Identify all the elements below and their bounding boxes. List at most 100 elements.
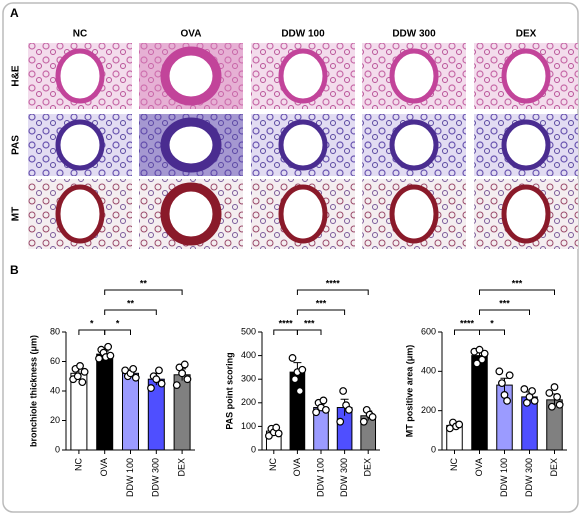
x-tick-label: DDW 300 [339, 458, 349, 497]
y-tick-label: 80 [50, 326, 60, 336]
significance-bracket [296, 329, 322, 335]
significance-label: ** [140, 278, 148, 288]
data-point [288, 354, 297, 362]
x-tick-label: DDW 300 [524, 458, 534, 497]
data-point [147, 384, 155, 392]
significance-bracket [296, 289, 369, 295]
significance-label: * [116, 318, 120, 328]
x-tick-label: DDW 100 [315, 458, 325, 497]
data-point [545, 389, 554, 397]
y-tick-label: 40 [50, 385, 60, 395]
bronchiole [160, 182, 222, 246]
data-point [555, 400, 564, 409]
data-point [359, 417, 368, 426]
x-tick-label: OVA [474, 458, 484, 476]
bronchiole [55, 184, 105, 244]
bronchiole [278, 48, 328, 104]
bronchiole [160, 46, 222, 106]
y-tick-label: 60 [50, 356, 60, 366]
significance-bracket [479, 289, 555, 295]
data-point [498, 379, 506, 388]
data-point [178, 369, 187, 378]
bronchiole [389, 119, 439, 171]
data-point [180, 360, 189, 369]
data-point [339, 387, 348, 395]
data-point [172, 381, 181, 390]
y-tick-label: 0 [251, 444, 256, 454]
x-tick-label: DEX [176, 458, 186, 477]
data-point [548, 402, 556, 411]
data-point [550, 383, 559, 391]
data-point [298, 365, 307, 374]
data-point [475, 345, 484, 354]
column-header: DEX [516, 29, 537, 40]
significance-label: ** [127, 298, 135, 308]
y-tick-label: 20 [50, 415, 60, 425]
data-point [530, 396, 539, 405]
bronchiole [501, 48, 551, 104]
x-tick-label: DDW 100 [499, 458, 509, 497]
data-point [183, 375, 192, 384]
column-header: NC [73, 29, 87, 40]
significance-bracket [479, 309, 530, 315]
bronchiole [160, 117, 222, 173]
x-tick-label: OVA [99, 458, 109, 476]
y-axis-label: PAS point scoring [224, 352, 234, 429]
data-point [505, 371, 514, 380]
significance-label: * [490, 318, 494, 328]
data-point [73, 372, 82, 381]
data-point [104, 342, 113, 351]
data-point [553, 393, 561, 401]
bar [289, 371, 306, 451]
significance-bracket [104, 329, 131, 335]
bronchiole [278, 184, 328, 244]
data-point [274, 429, 283, 438]
x-tick-label: DEX [363, 458, 373, 477]
bar [471, 355, 488, 451]
data-point [155, 366, 163, 375]
data-point [76, 362, 84, 370]
y-tick-label: 0 [55, 444, 60, 454]
data-point [368, 413, 377, 421]
significance-label: **** [279, 318, 294, 328]
significance-label: *** [512, 278, 523, 288]
data-point [495, 367, 504, 376]
x-tick-label: NC [449, 458, 459, 471]
y-tick-label: 200 [241, 397, 256, 407]
panel-label: A [10, 6, 19, 20]
y-tick-label: 100 [241, 421, 256, 431]
column-header: OVA [181, 29, 202, 40]
row-label: PAS [11, 135, 22, 155]
significance-label: *** [304, 318, 315, 328]
y-tick-label: 600 [421, 326, 436, 336]
x-tick-label: DDW 300 [151, 458, 161, 497]
histology-grid: NC OVA DDW 100 DDW 300 DEX H&E PAS MT [11, 29, 578, 249]
bronchiole [501, 184, 551, 244]
bronchiole [389, 48, 439, 104]
data-point [295, 387, 304, 395]
bar [96, 353, 114, 451]
column-header: DDW 300 [392, 29, 436, 40]
bronchiole [55, 48, 105, 104]
bronchiole [389, 184, 439, 244]
data-point [528, 387, 536, 395]
data-point [480, 349, 489, 358]
data-point [95, 354, 103, 363]
x-tick-label: DDW 100 [125, 458, 135, 497]
data-point [152, 375, 161, 384]
x-tick-label: NC [268, 458, 278, 471]
data-point [336, 417, 345, 426]
data-point [80, 367, 89, 376]
data-point [520, 385, 529, 393]
y-tick-label: 300 [241, 374, 256, 384]
x-tick-label: OVA [292, 458, 302, 476]
data-point [473, 359, 481, 368]
row-label: MT [11, 207, 22, 221]
data-point [319, 396, 328, 405]
significance-bracket [104, 289, 183, 295]
x-tick-label: NC [73, 458, 83, 471]
data-point [291, 375, 299, 384]
row-label: H&E [11, 65, 22, 86]
significance-bracket [296, 309, 346, 315]
